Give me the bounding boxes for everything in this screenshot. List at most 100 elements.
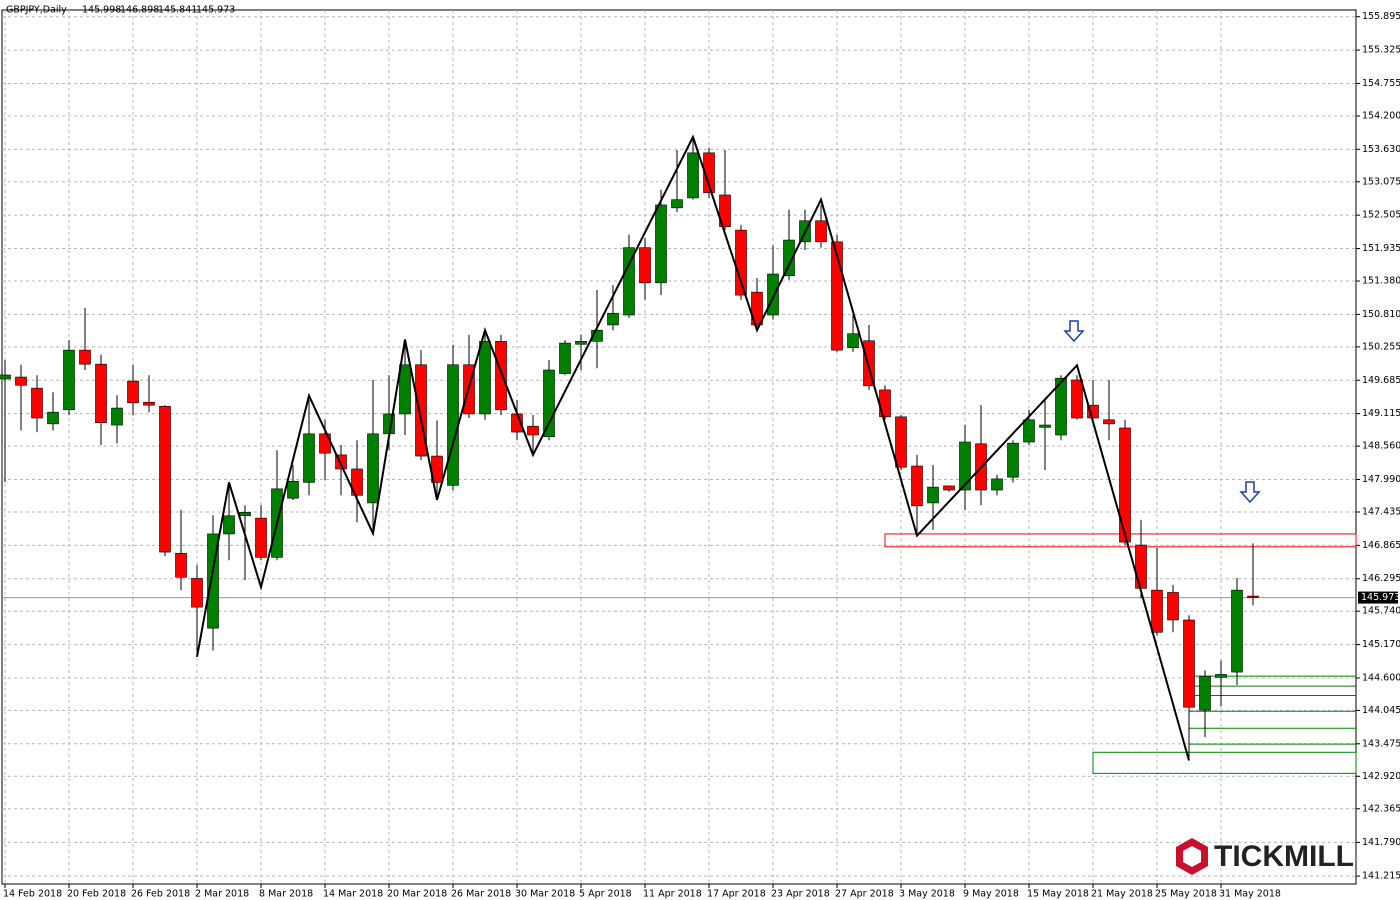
y-tick-label: 143.475: [1362, 738, 1400, 749]
candle-body: [783, 239, 795, 277]
y-tick-label: 155.325: [1362, 45, 1400, 56]
candle-body: [1087, 404, 1099, 419]
candle-body: [815, 220, 827, 243]
candle-body: [943, 485, 955, 491]
candle-body: [1167, 592, 1179, 621]
candle-body: [1103, 419, 1115, 425]
header-high: 146.898: [120, 5, 159, 16]
candle-body: [911, 465, 923, 507]
marks: [0, 134, 1357, 774]
candle-body: [335, 454, 347, 470]
x-tick-label: 14 Mar 2018: [323, 889, 383, 900]
candle-body: [527, 425, 539, 436]
candle-body: [415, 364, 427, 457]
y-tick-label: 146.865: [1362, 540, 1400, 551]
x-tick-label: 14 Feb 2018: [3, 889, 62, 900]
candle-body: [1135, 544, 1147, 589]
candle-body: [1247, 595, 1259, 598]
x-tick-label: 26 Feb 2018: [131, 889, 190, 900]
y-tick-label: 150.810: [1362, 309, 1400, 320]
x-tick-label: 26 Mar 2018: [451, 889, 511, 900]
x-tick-label: 15 May 2018: [1027, 889, 1089, 900]
candle-body: [767, 273, 779, 316]
x-tick-label: 27 Apr 2018: [835, 889, 894, 900]
candle-body: [655, 204, 667, 284]
y-tick-label: 152.505: [1362, 210, 1400, 221]
candle-body: [191, 578, 203, 608]
candle-body: [111, 407, 123, 426]
x-tick-label: 20 Mar 2018: [387, 889, 447, 900]
candle-body: [1215, 674, 1227, 678]
candle-body: [303, 433, 315, 483]
header-close: 145.973: [196, 5, 235, 16]
x-tick-label: 25 May 2018: [1155, 889, 1217, 900]
candle-body: [831, 241, 843, 351]
y-tick-label: 153.630: [1362, 144, 1400, 155]
candle-body: [687, 152, 699, 199]
candle-body: [591, 329, 603, 342]
candle-body: [607, 312, 619, 326]
candle-body: [1007, 442, 1019, 478]
candle-body: [559, 342, 571, 374]
candle-body: [847, 333, 859, 349]
candle-body: [239, 511, 251, 517]
candle-body: [639, 247, 651, 284]
y-tick-label: 150.255: [1362, 341, 1400, 352]
x-tick-label: 8 Mar 2018: [259, 889, 313, 900]
candle-body: [1071, 379, 1083, 419]
y-tick-label: 148.560: [1362, 441, 1400, 452]
candle-body: [15, 376, 27, 386]
x-tick-label: 30 Mar 2018: [515, 889, 575, 900]
candle-body: [63, 349, 75, 411]
candle-body: [47, 411, 59, 425]
zigzag-line: [196, 134, 1190, 761]
candle-body: [399, 364, 411, 415]
candle-body: [175, 552, 187, 578]
x-tick-label: 21 May 2018: [1091, 889, 1153, 900]
current-price-label: 145.973: [1361, 592, 1400, 603]
candle-body: [751, 291, 763, 326]
y-tick-label: 144.045: [1362, 705, 1400, 716]
y-tick-label: 144.600: [1362, 672, 1400, 683]
x-tick-label: 23 Apr 2018: [771, 889, 830, 900]
y-tick-label: 142.365: [1362, 803, 1400, 814]
current-price-box: [1358, 591, 1398, 604]
plot-frame: [1, 9, 1357, 885]
y-tick-label: 145.740: [1362, 606, 1400, 617]
logo-icon: [1183, 846, 1201, 867]
candle-body: [1023, 419, 1035, 443]
y-tick-label: 145.170: [1362, 639, 1400, 650]
candle-body: [255, 517, 267, 558]
candle-body: [1199, 675, 1211, 711]
x-tick-label: 9 May 2018: [963, 889, 1019, 900]
candle-body: [671, 199, 683, 209]
candle-body: [495, 341, 507, 411]
candle-body: [79, 349, 91, 365]
candle-body: [447, 364, 459, 486]
candle-body: [1231, 589, 1243, 673]
y-tick-label: 142.920: [1362, 771, 1400, 782]
y-tick-label: 141.790: [1362, 837, 1400, 848]
candle-body: [31, 387, 43, 419]
x-tick-label: 17 Apr 2018: [707, 889, 766, 900]
logo: TICKMILL: [1176, 838, 1354, 875]
candle-body: [1119, 427, 1131, 543]
candle-body: [991, 478, 1003, 491]
candle-body: [1055, 377, 1067, 436]
y-tick-label: 155.895: [1362, 11, 1400, 22]
y-tick-label: 153.075: [1362, 176, 1400, 187]
y-tick-label: 151.935: [1362, 243, 1400, 254]
x-tick-label: 20 Feb 2018: [67, 889, 126, 900]
x-tick-label: 2 Mar 2018: [195, 889, 249, 900]
x-tick-label: 3 May 2018: [899, 889, 955, 900]
x-tick-label: 11 Apr 2018: [643, 889, 702, 900]
header-open: 145.998: [82, 5, 121, 16]
candle-body: [575, 341, 587, 345]
candle-body: [543, 369, 555, 438]
y-tick-label: 149.685: [1362, 375, 1400, 386]
candle-body: [735, 229, 747, 296]
candle-body: [367, 433, 379, 504]
watermark: TICKMILL: [1214, 840, 1354, 873]
y-tick-label: 141.215: [1362, 871, 1400, 882]
candle-body: [127, 380, 139, 404]
